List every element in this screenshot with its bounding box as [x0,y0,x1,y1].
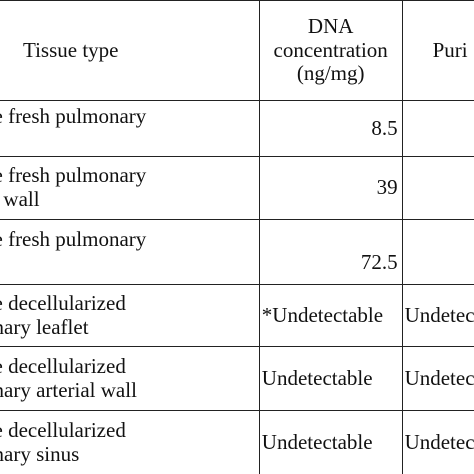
table-row: ne decellularized onary leaflet *Undetec… [0,284,474,347]
tissue-line1: ne decellularized [0,417,126,442]
dna-value-cell: *Undetectable [258,284,403,347]
header-dna-line1: DNA [307,14,354,39]
tissue-line1: ne decellularized [0,353,126,378]
tissue-cell: ne fresh pulmonary [0,219,260,285]
dna-value-cell: 72.5 [258,219,403,285]
tissue-cell: ne decellularized onary arterial wall [0,346,260,411]
table-row: ne fresh pulmonary t 8.5 [0,100,474,157]
table-row: ne fresh pulmonary al wall 39 [0,156,474,220]
tissue-line1: ne fresh pulmonary [0,227,147,252]
purity-cell [401,100,474,157]
header-purity-label: Puri [432,37,468,62]
header-tissue-type-label: Tissue type [23,37,119,62]
table-row: ne decellularized onary sinus Undetectab… [0,410,474,474]
tissue-cell: ne decellularized onary leaflet [0,284,260,347]
tissue-line2: onary arterial wall [0,377,137,402]
purity-cell: Undetec [401,410,474,474]
header-dna-line2: concentration [273,37,388,62]
tissue-line2: t [0,129,259,153]
tissue-line2: onary sinus [0,441,80,466]
header-tissue-type: Tissue type [0,0,260,101]
tissue-line2: al wall [0,187,40,211]
table-row: ne fresh pulmonary 72.5 [0,219,474,285]
dna-value-cell: 8.5 [258,100,403,157]
tissue-line2 [0,252,259,276]
dna-value-cell: Undetectable [258,410,403,474]
tissue-line1: ne decellularized [0,290,126,315]
table-row: ne decellularized onary arterial wall Un… [0,346,474,411]
dna-value: 72.5 [360,250,398,275]
purity-cell: Undetec [401,284,474,347]
tissue-line1: ne fresh pulmonary [0,103,147,128]
dna-value-cell: Undetectable [258,346,403,411]
table-header-row: Tissue type DNA concentration (ng/mg) Pu… [0,0,474,101]
tissue-line2: onary leaflet [0,314,89,339]
dna-value-cell: 39 [258,156,403,220]
header-dna-line3: (ng/mg) [296,61,365,86]
header-dna-concentration: DNA concentration (ng/mg) [258,0,403,101]
tissue-cell: ne fresh pulmonary al wall [0,156,260,220]
tissue-cell: ne decellularized onary sinus [0,410,260,474]
purity-cell: Undetec [401,346,474,411]
tissue-line1: ne fresh pulmonary [0,163,147,188]
tissue-cell: ne fresh pulmonary t [0,100,260,157]
purity-cell [401,219,474,285]
header-purity: Puri [401,0,474,101]
purity-cell [401,156,474,220]
